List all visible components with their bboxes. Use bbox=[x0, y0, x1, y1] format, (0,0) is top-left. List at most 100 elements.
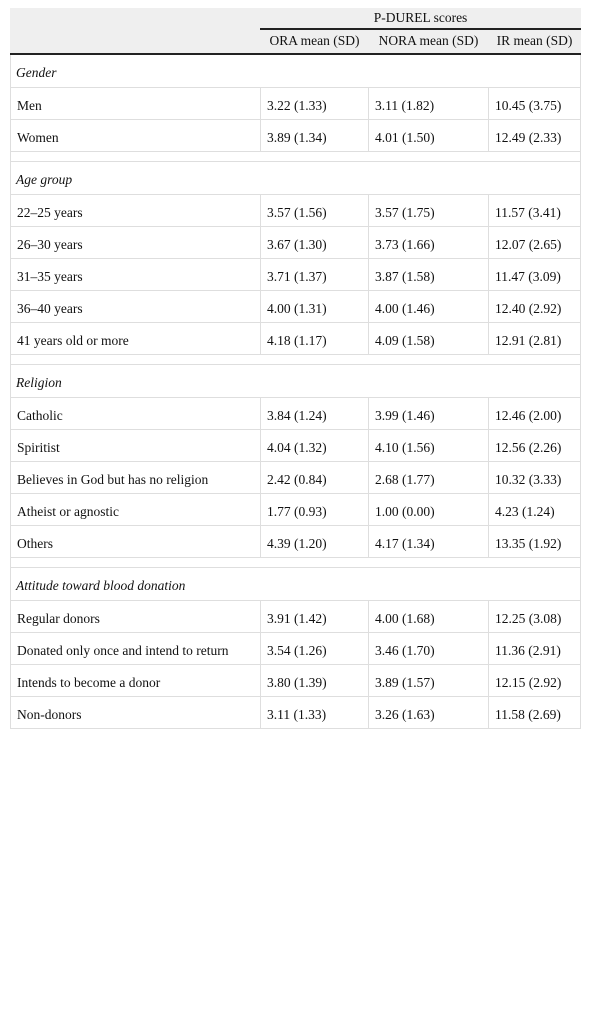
cell-value: 4.00 (1.68) bbox=[368, 600, 489, 633]
results-table: P-DUREL scores ORA mean (SD) NORA mean (S… bbox=[9, 8, 582, 729]
spacer-row bbox=[9, 557, 582, 568]
cell-value: 12.07 (2.65) bbox=[487, 226, 582, 259]
cell-value: 2.68 (1.77) bbox=[368, 461, 489, 494]
section-title: Attitude toward blood donation bbox=[9, 567, 582, 601]
data-row: 22–25 years 3.57 (1.56) 3.57 (1.75) 11.57 (… bbox=[10, 194, 582, 227]
cell-value: 4.01 (1.50) bbox=[368, 119, 489, 152]
data-row: 26–30 years 3.67 (1.30) 3.73 (1.66) 12.07 (… bbox=[10, 226, 582, 259]
cell-value: 11.58 (2.69) bbox=[487, 696, 582, 729]
cell-value: 3.80 (1.39) bbox=[260, 664, 369, 697]
cell-value: 3.87 (1.58) bbox=[368, 258, 489, 291]
spacer-cell bbox=[9, 354, 582, 365]
cell-value: 3.54 (1.26) bbox=[260, 632, 369, 665]
cell-value: 4.04 (1.32) bbox=[260, 429, 369, 462]
data-row: Men 3.22 (1.33) 3.11 (1.82) 10.45 (3.75) bbox=[10, 87, 582, 120]
spacer-row bbox=[9, 354, 582, 365]
cell-value: 3.89 (1.57) bbox=[368, 664, 489, 697]
cell-value: 3.57 (1.56) bbox=[260, 194, 369, 227]
cell-value: 3.46 (1.70) bbox=[368, 632, 489, 665]
section-title: Religion bbox=[9, 364, 582, 398]
section-row: Attitude toward blood donation bbox=[9, 567, 582, 601]
cell-value: 3.11 (1.82) bbox=[368, 87, 489, 120]
cell-value: 2.42 (0.84) bbox=[260, 461, 369, 494]
cell-value: 3.91 (1.42) bbox=[260, 600, 369, 633]
cell-value: 3.11 (1.33) bbox=[260, 696, 369, 729]
group-header: P-DUREL scores bbox=[259, 8, 582, 30]
data-row: Spiritist 4.04 (1.32) 4.10 (1.56) 12.56 (2.… bbox=[10, 429, 582, 462]
cell-value: 12.56 (2.26) bbox=[487, 429, 582, 462]
data-row: Donated only once and intend to return 3.… bbox=[10, 632, 582, 665]
data-row: Others 4.39 (1.20) 4.17 (1.34) 13.35 (1.92) bbox=[10, 525, 582, 558]
cell-value: 12.40 (2.92) bbox=[487, 290, 582, 323]
column-header: ORA mean (SD) bbox=[260, 28, 369, 55]
row-label: Others bbox=[10, 525, 261, 558]
cell-value: 10.45 (3.75) bbox=[487, 87, 582, 120]
column-header: NORA mean (SD) bbox=[368, 28, 489, 55]
row-label: Regular donors bbox=[10, 600, 261, 633]
row-label: 41 years old or more bbox=[10, 322, 261, 355]
section-row: Religion bbox=[9, 364, 582, 398]
cell-value: 4.23 (1.24) bbox=[487, 493, 582, 526]
column-header: IR mean (SD) bbox=[487, 28, 582, 55]
row-label: Intends to become a donor bbox=[10, 664, 261, 697]
cell-value: 10.32 (3.33) bbox=[487, 461, 582, 494]
cell-value: 11.47 (3.09) bbox=[487, 258, 582, 291]
cell-value: 4.17 (1.34) bbox=[368, 525, 489, 558]
data-row: Believes in God but has no religion 2.42 … bbox=[10, 461, 582, 494]
data-row: Regular donors 3.91 (1.42) 4.00 (1.68) 12.2… bbox=[10, 600, 582, 633]
cell-value: 3.71 (1.37) bbox=[260, 258, 369, 291]
section-row: Age group bbox=[9, 161, 582, 195]
data-row: Women 3.89 (1.34) 4.01 (1.50) 12.49 (2.33) bbox=[10, 119, 582, 152]
cell-value: 3.22 (1.33) bbox=[260, 87, 369, 120]
data-row: 36–40 years 4.00 (1.31) 4.00 (1.46) 12.40 (… bbox=[10, 290, 582, 323]
row-label: Atheist or agnostic bbox=[10, 493, 261, 526]
row-label: Women bbox=[10, 119, 261, 152]
cell-value: 3.57 (1.75) bbox=[368, 194, 489, 227]
cell-value: 3.67 (1.30) bbox=[260, 226, 369, 259]
cell-value: 4.39 (1.20) bbox=[260, 525, 369, 558]
cell-value: 4.18 (1.17) bbox=[260, 322, 369, 355]
data-row: Atheist or agnostic 1.77 (0.93) 1.00 (0.00… bbox=[10, 493, 582, 526]
cell-value: 12.46 (2.00) bbox=[487, 397, 582, 430]
cell-value: 12.15 (2.92) bbox=[487, 664, 582, 697]
data-row: Catholic 3.84 (1.24) 3.99 (1.46) 12.46 (2.0… bbox=[10, 397, 582, 430]
row-label: 36–40 years bbox=[10, 290, 261, 323]
spacer-cell bbox=[9, 557, 582, 568]
cell-value: 11.57 (3.41) bbox=[487, 194, 582, 227]
data-row: 41 years old or more 4.18 (1.17) 4.09 (1.5… bbox=[10, 322, 582, 355]
row-label: 26–30 years bbox=[10, 226, 261, 259]
row-label: 31–35 years bbox=[10, 258, 261, 291]
section-title: Gender bbox=[9, 53, 582, 88]
cell-value: 4.00 (1.46) bbox=[368, 290, 489, 323]
data-row: Intends to become a donor 3.80 (1.39) 3.89… bbox=[10, 664, 582, 697]
table-header: P-DUREL scores ORA mean (SD) NORA mean (S… bbox=[10, 8, 582, 55]
cell-value: 11.36 (2.91) bbox=[487, 632, 582, 665]
cell-value: 12.25 (3.08) bbox=[487, 600, 582, 633]
row-label: Non-donors bbox=[10, 696, 261, 729]
empty-header bbox=[10, 8, 261, 55]
cell-value: 1.00 (0.00) bbox=[368, 493, 489, 526]
cell-value: 13.35 (1.92) bbox=[487, 525, 582, 558]
cell-value: 4.09 (1.58) bbox=[368, 322, 489, 355]
cell-value: 12.91 (2.81) bbox=[487, 322, 582, 355]
spacer-cell bbox=[9, 151, 582, 162]
row-label: Catholic bbox=[10, 397, 261, 430]
row-label: 22–25 years bbox=[10, 194, 261, 227]
cell-value: 3.73 (1.66) bbox=[368, 226, 489, 259]
data-row: Non-donors 3.11 (1.33) 3.26 (1.63) 11.58 (2… bbox=[10, 696, 582, 729]
section-title: Age group bbox=[9, 161, 582, 195]
data-row: 31–35 years 3.71 (1.37) 3.87 (1.58) 11.47 (… bbox=[10, 258, 582, 291]
cell-value: 4.10 (1.56) bbox=[368, 429, 489, 462]
cell-value: 3.84 (1.24) bbox=[260, 397, 369, 430]
spacer-row bbox=[9, 151, 582, 162]
cell-value: 1.77 (0.93) bbox=[260, 493, 369, 526]
cell-value: 3.26 (1.63) bbox=[368, 696, 489, 729]
section-row: Gender bbox=[9, 53, 582, 88]
row-label: Believes in God but has no religion bbox=[10, 461, 261, 494]
cell-value: 4.00 (1.31) bbox=[260, 290, 369, 323]
row-label: Spiritist bbox=[10, 429, 261, 462]
row-label: Men bbox=[10, 87, 261, 120]
row-label: Donated only once and intend to return bbox=[10, 632, 261, 665]
cell-value: 12.49 (2.33) bbox=[487, 119, 582, 152]
